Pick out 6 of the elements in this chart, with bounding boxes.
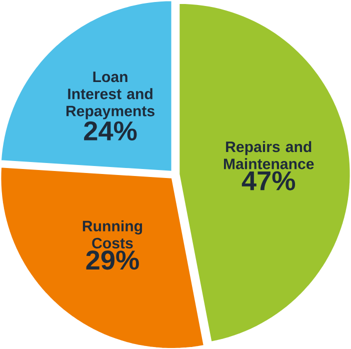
data-label: 47% [242,171,296,190]
slice-label: Repairs and Maintenance [224,140,314,170]
slice-label: Running Costs [82,220,142,248]
data-label: 29% [86,250,139,270]
slice-label: Loan Interest and Repayments [66,72,154,120]
data-label: 24% [84,121,137,140]
